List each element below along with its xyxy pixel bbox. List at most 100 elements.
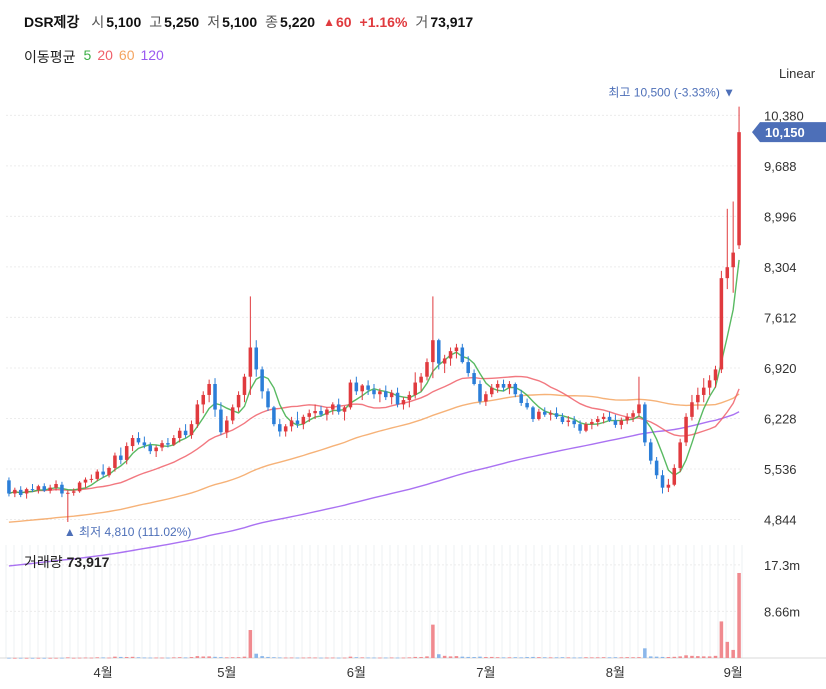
low-value: 5,100 (222, 14, 258, 30)
candle-body (30, 489, 35, 491)
candle-body (313, 411, 317, 414)
candle-body (172, 438, 176, 445)
candle-body (319, 411, 323, 415)
x-tick-label: 4월 (94, 665, 113, 680)
volume-bar (272, 657, 276, 658)
volume-bar (648, 656, 653, 658)
ma-legend-20[interactable]: 20 (97, 47, 113, 63)
volume-bar (384, 657, 388, 659)
y-tick-label: 6,228 (764, 411, 797, 426)
volume-bar (172, 657, 176, 659)
volume-bar (360, 657, 364, 659)
candle-body (331, 404, 335, 410)
volume-bar (601, 657, 606, 658)
volume-bar (389, 657, 394, 659)
volume-bar (472, 657, 476, 658)
volume-bar (519, 657, 523, 659)
candle-body (119, 455, 123, 460)
volume-bar (531, 656, 535, 658)
volume-bar (701, 656, 706, 658)
candle-body (548, 413, 553, 415)
volume-bar (136, 657, 141, 659)
volume-bar (42, 657, 47, 659)
ma-20-line (8, 375, 740, 495)
candle-body (448, 351, 453, 359)
candle-body (201, 394, 206, 405)
volume-bar (666, 657, 671, 658)
low-label: 저 (207, 14, 221, 30)
candle-body (472, 373, 476, 384)
candle-body (737, 132, 741, 246)
high-label: 고 (149, 14, 163, 30)
candle-body (83, 479, 88, 483)
candle-body (366, 385, 370, 390)
close-label: 종 (265, 14, 279, 30)
volume-bar (548, 657, 553, 659)
volume-bar (607, 657, 612, 659)
candle-body (7, 480, 11, 494)
candle-body (136, 438, 141, 443)
candle-body (719, 278, 724, 370)
candle-body (484, 394, 488, 402)
volume-panel-value: 73,917 (66, 554, 110, 570)
candle-body (348, 382, 353, 408)
volume-bar (142, 657, 147, 659)
volume-bar (30, 657, 35, 659)
candle-body (189, 424, 194, 436)
volume-bar (696, 656, 700, 658)
volume-bar (119, 656, 123, 658)
candle-body (607, 416, 612, 421)
volume-bar (325, 657, 329, 659)
candle-body (42, 486, 47, 491)
ma-legend-5[interactable]: 5 (83, 47, 92, 63)
x-tick-label: 5월 (217, 665, 236, 680)
candle-body (460, 347, 465, 363)
candle-body (107, 467, 111, 476)
volume-bar (619, 657, 624, 659)
candle-body (713, 369, 718, 381)
candle-body (154, 447, 158, 452)
change-percent: +1.16% (359, 14, 408, 30)
volume-bar (419, 657, 423, 658)
candle-body (601, 416, 606, 420)
volume-bar (7, 657, 11, 659)
volume-bar (166, 657, 170, 659)
volume-bar (513, 657, 518, 658)
volume-bar (36, 657, 41, 659)
ma-legend-60[interactable]: 60 (118, 47, 135, 63)
candle-body (195, 404, 200, 425)
volume-bar (71, 657, 76, 659)
ma-5-line (8, 259, 740, 495)
moving-average-legend[interactable]: 이동평균 5 20 60 120 (24, 47, 164, 67)
volume-bar (230, 657, 235, 659)
volume-bar (107, 657, 111, 659)
candle-body (278, 424, 282, 432)
candle-body (707, 380, 712, 388)
candle-body (289, 420, 294, 427)
moving-average-label: 이동평균 (24, 49, 76, 65)
volume-bar (737, 572, 741, 658)
candle-body (177, 430, 182, 439)
scale-mode-toggle[interactable]: Linear (779, 66, 816, 81)
y-tick-label: 10,380 (764, 108, 804, 123)
price-header: DSR제강 시 5,100 고 5,250 저 5,100 종 5,220 ▲ … (24, 12, 481, 32)
volume-bar (454, 656, 459, 658)
candle-body (389, 392, 394, 398)
candle-body (619, 420, 624, 425)
volume-bar (507, 657, 512, 659)
volume-bar (148, 657, 153, 659)
candle-body (578, 424, 582, 431)
volume-bar (18, 657, 23, 659)
candle-body (425, 362, 429, 377)
y-tick-label: 9,688 (764, 159, 797, 174)
candle-body (18, 489, 23, 495)
volume-bar (336, 657, 341, 659)
y-tick-label: 8,304 (764, 260, 797, 275)
candle-body (643, 404, 647, 443)
ma-legend-120[interactable]: 120 (140, 47, 164, 63)
volume-bar (731, 649, 735, 658)
candle-body (24, 489, 29, 494)
candle-body (360, 385, 364, 392)
candle-body (495, 384, 500, 388)
